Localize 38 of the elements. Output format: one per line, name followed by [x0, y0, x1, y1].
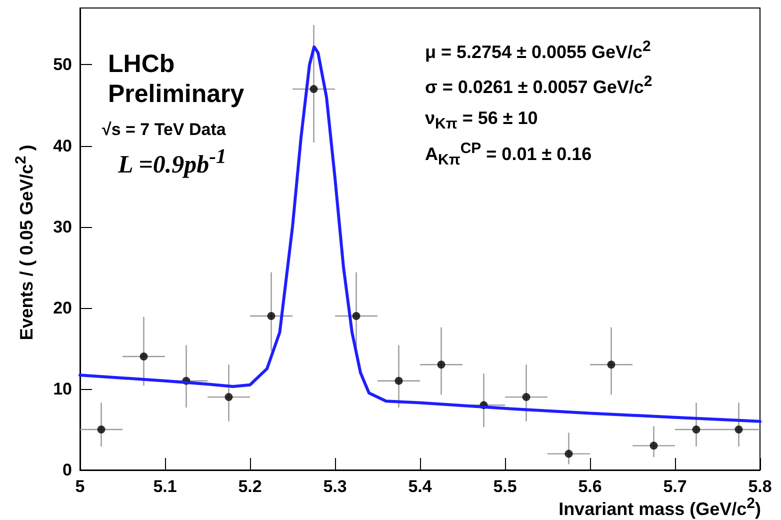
x-tick-label: 5	[75, 477, 85, 496]
annotation: √s = 7 TeV Data	[102, 120, 226, 140]
x-tick-label: 5.3	[323, 477, 347, 496]
y-tick-label: 10	[53, 379, 72, 398]
x-tick-label: 5.4	[408, 477, 432, 496]
point	[734, 425, 743, 434]
y-tick-label: 50	[53, 55, 72, 74]
annotation: L =0.9pb$^{-1}$	[118, 144, 226, 180]
point	[522, 393, 530, 402]
x-tick-label: 5.8	[748, 477, 772, 496]
point	[352, 312, 360, 320]
x-tick-label: 5.7	[663, 477, 687, 496]
y-tick-label: 0	[62, 460, 72, 480]
point	[97, 425, 106, 434]
annotation: ν$_{Kπ}$ = 56 ± 10	[425, 108, 538, 133]
point	[267, 312, 276, 320]
point	[650, 442, 658, 450]
y-tick-label: 30	[53, 217, 72, 236]
x-tick-label: 5.6	[578, 477, 602, 496]
annotation: σ = 0.0261 ± 0.0057 GeV/c$^{2}$	[425, 73, 652, 98]
point	[692, 425, 700, 434]
annotation: μ = 5.2754 ± 0.0055 GeV/c$^{2}$	[425, 38, 651, 63]
annotation: Preliminary	[108, 80, 244, 109]
point	[394, 376, 403, 385]
point	[564, 450, 573, 458]
x-tick-label: 5.5	[493, 477, 517, 496]
x-axis-title: Invariant mass (GeV/c$^{2}$)	[558, 495, 761, 520]
point	[437, 360, 446, 369]
y-tick-label: 20	[53, 298, 72, 318]
point	[310, 85, 318, 94]
y-tick-label: 40	[53, 136, 72, 156]
point	[607, 360, 616, 369]
annotation: A$_{Kπ}$$^{CP}$ = 0.01 ± 0.16	[425, 140, 592, 169]
point	[140, 352, 148, 361]
annotation: LHCb	[108, 50, 175, 79]
x-tick-label: 5.1	[153, 477, 177, 496]
point	[224, 393, 233, 402]
x-tick-label: 5.2	[238, 477, 262, 496]
